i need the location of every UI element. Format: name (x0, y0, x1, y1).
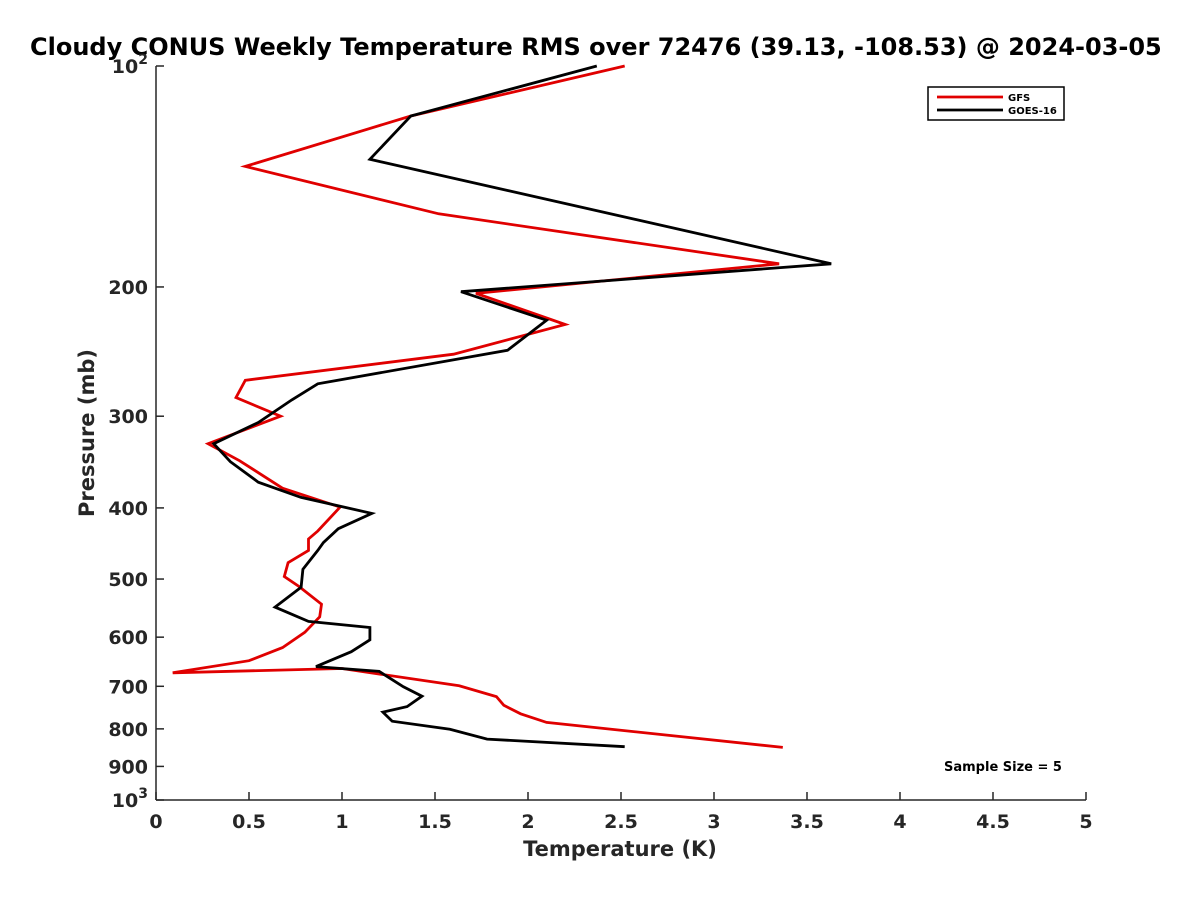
x-tick-label: 0 (149, 811, 162, 833)
legend-entry-label: GOES-16 (1008, 106, 1057, 117)
y-tick-label: 600 (108, 627, 148, 649)
x-tick-label: 2.5 (604, 811, 638, 833)
series-line-gfs (172, 64, 783, 749)
y-tick-label: 500 (108, 569, 148, 591)
chart-title: Cloudy CONUS Weekly Temperature RMS over… (30, 33, 1162, 61)
legend-box (927, 86, 1065, 121)
y-tick-exponent: 3 (138, 786, 148, 802)
x-tick-label: 3 (707, 811, 720, 833)
sample-size-annotation: Sample Size = 5 (944, 760, 1062, 775)
y-axis-label: Pressure (mb) (75, 349, 99, 517)
axes: 0 0.5 1 1.5 2 2.5 3 3.5 4 4.5 51022003004005006007… (108, 52, 1092, 833)
y-tick-label: 200 (108, 277, 148, 299)
legend-entry-label: GFS (1008, 93, 1030, 104)
y-tick-label: 102 (112, 52, 148, 78)
x-tick-label: 2 (521, 811, 534, 833)
x-tick-label: 5 (1079, 811, 1092, 833)
x-tick-label: 4 (893, 811, 906, 833)
y-tick-label: 800 (108, 719, 148, 741)
series-line-goes-16 (211, 64, 832, 749)
legend: GFS GOES-16 (927, 86, 1065, 121)
x-tick-label: 1 (335, 811, 348, 833)
y-tick-label: 700 (108, 676, 148, 698)
y-tick-label: 300 (108, 406, 148, 428)
x-axis-label: Temperature (K) (523, 837, 717, 861)
y-tick-exponent: 2 (138, 52, 148, 68)
x-tick-label: 0.5 (232, 811, 266, 833)
y-tick-label: 900 (108, 756, 148, 778)
x-tick-label: 3.5 (790, 811, 824, 833)
y-tick-base: 10 (112, 790, 138, 812)
y-tick-label: 400 (108, 498, 148, 520)
series-layer (172, 64, 832, 749)
y-tick-base: 10 (112, 56, 138, 78)
y-tick-label: 103 (112, 786, 148, 812)
x-tick-label: 4.5 (976, 811, 1010, 833)
x-tick-label: 1.5 (418, 811, 452, 833)
